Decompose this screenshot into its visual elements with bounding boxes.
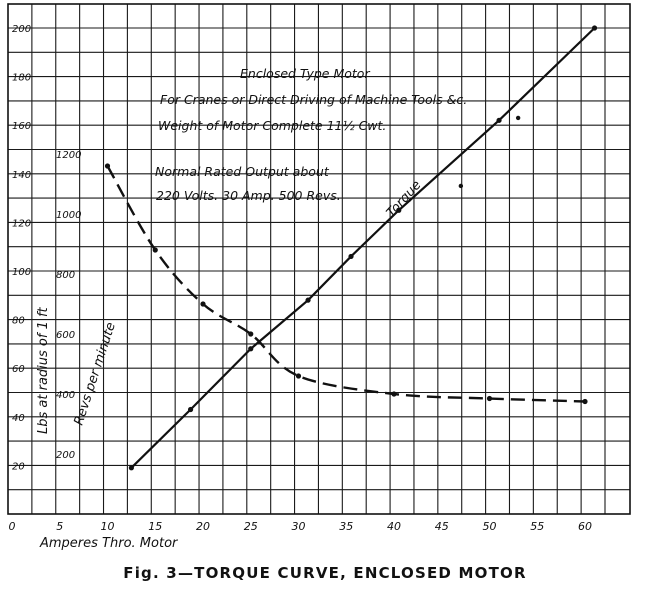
revs-tick-label: 200 — [56, 450, 75, 461]
revs-tick-labels: 200 400 600 800 1000 1200 — [56, 150, 81, 461]
revs-point — [104, 163, 111, 169]
x-tick-label: 20 — [196, 520, 210, 533]
x-tick-label: 5 — [56, 520, 63, 533]
revs-tick-label: 600 — [56, 330, 75, 341]
torque-point — [591, 25, 598, 31]
revs-tick-label: 800 — [56, 270, 75, 281]
x-tick-label: 10 — [101, 520, 115, 533]
torque-point — [348, 253, 354, 260]
x-tick-label: 25 — [244, 520, 258, 533]
x-tick-labels: 0 5 10 15 20 25 30 35 40 45 50 55 60 — [9, 520, 593, 533]
torque-tick-labels: 20 40 60 80 100 120 140 160 180 200 — [12, 24, 31, 472]
torque-tick-label: 180 — [12, 73, 31, 84]
x-tick-label: 60 — [578, 520, 592, 533]
stray-point — [515, 115, 521, 121]
revs-point — [582, 398, 588, 405]
x-tick-label: 45 — [435, 520, 449, 533]
revs-tick-label: 1000 — [56, 210, 81, 221]
torque-point — [496, 117, 502, 123]
torque-point — [396, 207, 402, 213]
torque-tick-label: 160 — [12, 121, 31, 132]
revs-tick-label: 400 — [56, 390, 75, 401]
note-line: For Cranes or Direct Driving of Machine … — [160, 92, 467, 107]
torque-line — [130, 27, 596, 469]
ylabel-revs: Revs per minute — [72, 321, 119, 428]
torque-tick-label: 80 — [12, 316, 25, 327]
revs-point — [486, 395, 493, 402]
plot-frame — [7, 3, 631, 515]
torque-point — [248, 346, 254, 352]
x-tick-label: 50 — [483, 520, 497, 533]
torque-tick-label: 20 — [12, 461, 25, 472]
figure-caption: Fig. 3—TORQUE CURVE, ENCLOSED MOTOR — [123, 564, 526, 582]
torque-point — [305, 297, 311, 303]
torque-tick-label: 40 — [12, 413, 25, 424]
note-line: Normal Rated Output about — [155, 164, 330, 179]
ylabel-torque: Lbs at radius of 1 ft — [36, 306, 51, 434]
series — [104, 25, 598, 471]
revs-point — [152, 247, 158, 253]
note-line: Weight of Motor Complete 11½ Cwt. — [158, 118, 386, 133]
torque-tick-label: 100 — [12, 267, 31, 278]
torque-tick-label: 200 — [12, 24, 31, 35]
x-tick-label: 40 — [387, 520, 401, 533]
x-tick-label: 0 — [9, 520, 16, 533]
torque-tick-label: 60 — [12, 364, 25, 375]
revs-point — [200, 301, 206, 307]
stray-point — [458, 183, 464, 189]
revs-tick-label: 1200 — [56, 150, 81, 161]
x-tick-label: 15 — [148, 520, 162, 533]
torque-tick-label: 140 — [12, 170, 31, 181]
torque-point — [187, 406, 194, 413]
x-tick-label: 30 — [292, 520, 306, 533]
revs-point — [391, 391, 397, 397]
torque-point — [128, 465, 134, 471]
note-line: Enclosed Type Motor — [240, 66, 370, 81]
annotation-notes: Enclosed Type Motor For Cranes or Direct … — [155, 66, 467, 203]
torque-tick-label: 120 — [12, 218, 31, 229]
grid — [8, 4, 630, 514]
revs-point — [248, 331, 254, 337]
revs-point — [295, 373, 302, 379]
x-axis-label: Amperes Thro. Motor — [39, 536, 179, 551]
x-tick-label: 35 — [339, 520, 353, 533]
note-line: 220 Volts. 30 Amp. 500 Revs. — [156, 188, 341, 203]
x-tick-label: 55 — [530, 520, 544, 533]
